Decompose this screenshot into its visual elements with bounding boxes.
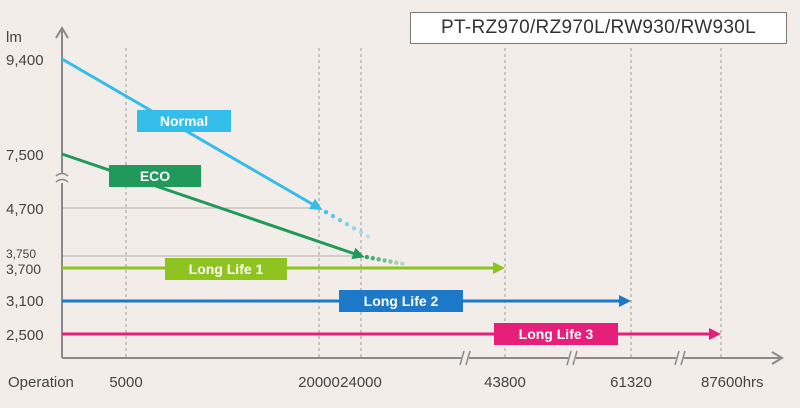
y-tick-label: 2,500 (6, 327, 44, 344)
x-axis-break-gap (676, 350, 684, 366)
series-label-box (165, 258, 287, 280)
y-tick-label: 3,750 (6, 247, 36, 261)
series-dotted-segment (364, 254, 370, 260)
series-arrowhead (493, 262, 505, 274)
series-dotted-segment (323, 209, 329, 215)
series-dotted-segment (330, 213, 336, 219)
y-axis-arrow (55, 26, 69, 39)
series-dotted-segment (394, 260, 399, 265)
axes (55, 26, 784, 366)
series-label-box (339, 290, 463, 312)
series-labels: Normal ECO Long Life 1 Long Life 2 Long Life… (109, 110, 618, 345)
series-arrowhead (309, 198, 323, 211)
series-dotted-segment (382, 258, 387, 263)
series-dotted-segment (358, 230, 364, 235)
y-axis-break-mark (55, 172, 69, 183)
x-tick-label: 20000 (298, 374, 340, 391)
series-arrowhead (709, 328, 721, 340)
y-axis-break-gap (56, 173, 68, 183)
x-tick-label: 61320 (610, 374, 652, 391)
x-axis-break-gap (568, 350, 576, 366)
y-tick-label: 7,500 (6, 147, 44, 164)
series-dotted-segment (344, 222, 350, 227)
series-line (61, 57, 320, 210)
x-axis-arrow (771, 351, 784, 365)
y-axis-label: lm (6, 29, 22, 46)
y-tick-label: 3,100 (6, 293, 44, 310)
series-label-box (109, 165, 201, 187)
x-tick-label: 24000 (340, 374, 382, 391)
x-axis-break-mark (459, 350, 471, 366)
series-label: Long Life 2 (364, 293, 439, 309)
series-dotted-segment (365, 234, 371, 239)
x-axis-label: Operation (8, 374, 74, 391)
series-arrowhead (351, 247, 365, 260)
y-tick-label: 4,700 (6, 201, 44, 218)
y-tick-label: 9,400 (6, 52, 44, 69)
series-dotted-segment (370, 256, 375, 261)
series-arrowhead (619, 295, 631, 307)
series-label: ECO (140, 168, 170, 184)
x-axis-break-gap (461, 350, 469, 366)
series-dotted-segment (388, 259, 393, 264)
series-label: Normal (160, 113, 208, 129)
series-label: Long Life 1 (189, 261, 264, 277)
x-axis-break-mark (674, 350, 686, 366)
y-tick-label: 3,700 (6, 261, 41, 277)
series-label: Long Life 3 (519, 326, 594, 342)
series-dotted-segment (351, 226, 357, 231)
series-dotted-segment (376, 257, 381, 262)
series-dotted-segment (337, 217, 343, 223)
x-tick-label: 5000 (109, 374, 142, 391)
series-label-box (137, 110, 231, 132)
series-dotted-segment (400, 261, 405, 266)
x-axis-break-mark (566, 350, 578, 366)
x-tick-label: 87600hrs (701, 374, 764, 391)
model-name-box: PT-RZ970/RZ970L/RW930/RW930L (410, 12, 787, 44)
x-tick-label: 43800 (484, 374, 526, 391)
series-label-box (494, 323, 618, 345)
